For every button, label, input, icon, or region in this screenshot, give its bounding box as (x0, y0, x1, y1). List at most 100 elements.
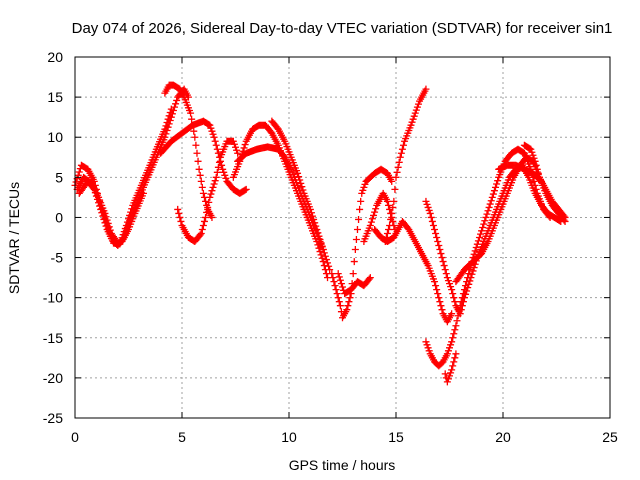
data-point (422, 338, 430, 346)
data-point (210, 180, 218, 188)
data-point (96, 202, 104, 210)
data-point (432, 229, 440, 237)
data-point (358, 189, 366, 197)
series-arc-13 (381, 85, 430, 246)
data-point (410, 112, 418, 120)
y-tick-label: 15 (47, 89, 63, 105)
series-arc-20 (520, 141, 569, 221)
data-point (207, 190, 215, 198)
data-point (195, 165, 203, 173)
data-point (313, 225, 321, 233)
data-point (494, 177, 502, 185)
data-point (451, 298, 459, 306)
data-point (464, 284, 472, 292)
data-point (472, 244, 480, 252)
data-point (433, 286, 441, 294)
data-point (242, 185, 250, 193)
data-point (447, 369, 455, 377)
series-arc-10 (328, 165, 396, 322)
y-tick-labels: -25 -20 -15 -10 -5 0 5 10 15 20 (43, 49, 63, 426)
y-tick-label: 10 (47, 129, 63, 145)
data-point (208, 213, 216, 221)
data-point (349, 270, 357, 278)
data-point (215, 153, 223, 161)
data-point (493, 180, 501, 188)
y-tick-label: 0 (55, 209, 63, 225)
data-point (434, 290, 442, 298)
data-point (534, 169, 542, 177)
y-tick-label: -15 (43, 330, 63, 346)
data-point (452, 322, 460, 330)
data-point (217, 157, 225, 165)
axis-ticks (74, 56, 611, 419)
data-point (163, 119, 171, 127)
data-point (446, 344, 453, 352)
series-arc-9 (268, 117, 334, 274)
x-tick-label: 0 (71, 429, 79, 445)
data-point (389, 203, 397, 211)
series-arc-4 (161, 81, 216, 221)
data-point (485, 203, 493, 211)
data-point (197, 177, 205, 185)
data-point (367, 218, 375, 226)
data-point (102, 222, 110, 230)
data-point (486, 200, 494, 208)
data-point (425, 347, 433, 355)
data-point (172, 100, 180, 108)
data-point (444, 347, 452, 355)
data-point (316, 236, 324, 244)
data-point (326, 266, 334, 274)
data-point (409, 115, 417, 123)
x-tick-label: 25 (602, 429, 618, 445)
data-point (448, 310, 456, 318)
data-point (385, 225, 393, 233)
data-point (453, 317, 461, 325)
y-axis-label: SDTVAR / TECUs (6, 182, 22, 294)
data-point (359, 186, 367, 194)
data-point (198, 225, 206, 233)
data-point (423, 341, 431, 349)
data-point (240, 144, 248, 152)
data-point (211, 177, 219, 185)
data-point (203, 208, 211, 216)
data-point (533, 165, 541, 173)
data-point (162, 122, 170, 130)
data-point (334, 270, 342, 278)
data-point (220, 168, 228, 176)
data-point (222, 174, 230, 182)
x-tick-label: 20 (495, 429, 511, 445)
data-point (335, 273, 343, 281)
data-point (339, 283, 346, 291)
data-point (477, 230, 485, 238)
data-point (319, 246, 327, 254)
data-point (324, 259, 332, 267)
data-point (202, 213, 210, 221)
data-point (205, 198, 213, 206)
data-point (197, 229, 205, 237)
data-point (433, 234, 441, 241)
data-point (457, 306, 465, 314)
data-point (437, 302, 445, 310)
data-point (423, 200, 431, 208)
data-point (198, 183, 206, 191)
data-points (71, 81, 569, 386)
data-point (438, 254, 446, 262)
data-point (393, 168, 401, 176)
data-point (425, 206, 433, 214)
data-point (192, 141, 200, 149)
data-point (89, 184, 97, 192)
data-point (344, 302, 352, 310)
data-point (294, 169, 302, 177)
data-point (527, 145, 535, 153)
data-point (391, 185, 399, 193)
data-point (204, 203, 212, 211)
data-point (174, 205, 182, 213)
data-point (241, 186, 249, 194)
data-point (233, 146, 241, 154)
data-point (295, 173, 303, 181)
data-point (164, 115, 172, 123)
data-point (481, 217, 489, 225)
data-point (188, 115, 196, 123)
data-point (392, 173, 400, 181)
